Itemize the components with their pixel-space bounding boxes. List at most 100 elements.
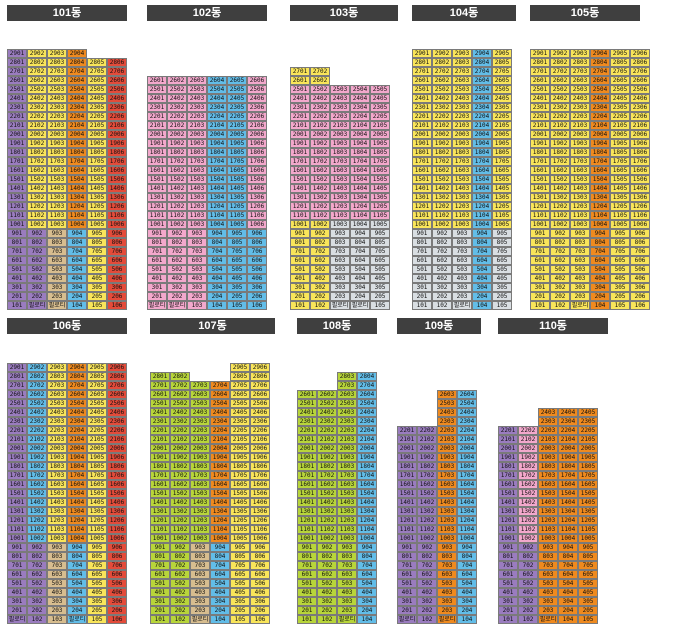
unit-cell[interactable]: 2705 (87, 67, 107, 76)
unit-cell[interactable]: 1403 (190, 498, 210, 507)
unit-cell[interactable]: 901 (7, 229, 27, 238)
unit-cell[interactable]: 1805 (370, 148, 390, 157)
unit-cell[interactable]: 2006 (250, 444, 270, 453)
unit-cell[interactable]: 505 (492, 265, 512, 274)
unit-cell[interactable]: 2405 (230, 408, 250, 417)
unit-cell[interactable]: 1906 (107, 139, 127, 148)
unit-cell[interactable]: 2303 (337, 417, 357, 426)
unit-cell[interactable]: 2903 (47, 363, 67, 372)
unit-cell[interactable]: 1304 (67, 507, 87, 516)
unit-cell[interactable]: 1904 (558, 453, 578, 462)
unit-cell[interactable]: 2401 (7, 408, 27, 417)
unit-cell[interactable]: 303 (570, 283, 590, 292)
unit-cell[interactable]: 2502 (317, 399, 337, 408)
unit-cell[interactable]: 503 (538, 579, 558, 588)
unit-cell[interactable]: 204 (590, 292, 610, 301)
unit-cell[interactable]: 201 (7, 606, 27, 615)
unit-cell[interactable]: 1503 (437, 489, 457, 498)
unit-cell[interactable]: 405 (370, 274, 390, 283)
unit-cell[interactable]: 905 (87, 229, 107, 238)
unit-cell[interactable]: 2602 (27, 390, 47, 399)
unit-cell[interactable]: 303 (437, 597, 457, 606)
unit-cell[interactable]: 1703 (190, 471, 210, 480)
unit-cell[interactable]: 1703 (337, 471, 357, 480)
unit-cell[interactable]: 1901 (147, 139, 167, 148)
unit-cell[interactable]: 504 (472, 265, 492, 274)
unit-cell[interactable]: 904 (457, 543, 477, 552)
unit-cell[interactable]: 1003 (437, 534, 457, 543)
unit-cell[interactable]: 2201 (397, 426, 417, 435)
unit-cell[interactable]: 2405 (370, 94, 390, 103)
unit-cell[interactable]: 1104 (350, 211, 370, 220)
unit-cell[interactable]: 806 (247, 238, 267, 247)
unit-cell[interactable]: 801 (498, 552, 518, 561)
unit-cell[interactable]: 1303 (437, 507, 457, 516)
unit-cell[interactable]: 2701 (7, 381, 27, 390)
unit-cell[interactable]: 2705 (610, 67, 630, 76)
unit-cell[interactable]: 702 (27, 247, 47, 256)
unit-cell[interactable]: 1601 (147, 166, 167, 175)
unit-cell[interactable]: 1105 (610, 211, 630, 220)
unit-cell[interactable]: 1803 (47, 462, 67, 471)
unit-cell[interactable]: 1805 (610, 148, 630, 157)
unit-cell[interactable]: 702 (317, 561, 337, 570)
unit-cell[interactable]: 1606 (250, 480, 270, 489)
unit-cell[interactable]: 1406 (250, 498, 270, 507)
unit-cell[interactable]: 2801 (7, 58, 27, 67)
unit-cell[interactable]: 501 (7, 579, 27, 588)
unit-cell[interactable]: 2006 (107, 444, 127, 453)
unit-cell[interactable]: 1904 (210, 453, 230, 462)
unit-cell[interactable]: 2803 (47, 58, 67, 67)
unit-cell[interactable]: 102 (310, 301, 330, 310)
unit-cell[interactable]: 602 (317, 570, 337, 579)
unit-cell[interactable]: 1801 (290, 148, 310, 157)
unit-cell[interactable]: 1906 (630, 139, 650, 148)
unit-cell[interactable]: 1104 (457, 525, 477, 534)
unit-cell[interactable]: 603 (538, 570, 558, 579)
unit-cell[interactable]: 605 (492, 256, 512, 265)
unit-cell[interactable]: 2902 (27, 49, 47, 58)
unit-cell[interactable]: 603 (337, 570, 357, 579)
unit-cell[interactable]: 404 (590, 274, 610, 283)
unit-cell[interactable]: 2002 (310, 130, 330, 139)
unit-cell[interactable]: 101 (7, 301, 27, 310)
unit-cell[interactable]: 804 (590, 238, 610, 247)
unit-cell[interactable]: 2304 (210, 417, 230, 426)
unit-cell[interactable]: 1405 (87, 184, 107, 193)
unit-cell[interactable]: 305 (610, 283, 630, 292)
unit-cell[interactable]: 304 (357, 597, 377, 606)
unit-cell[interactable]: 1603 (187, 166, 207, 175)
unit-cell[interactable]: 504 (350, 265, 370, 274)
unit-cell[interactable]: 1106 (250, 525, 270, 534)
unit-cell[interactable]: 2602 (310, 76, 330, 85)
unit-cell[interactable]: 2402 (27, 408, 47, 417)
unit-cell[interactable]: 402 (27, 588, 47, 597)
unit-cell[interactable]: 1803 (330, 148, 350, 157)
unit-cell[interactable]: 1304 (350, 193, 370, 202)
unit-cell[interactable]: 2601 (7, 390, 27, 399)
unit-cell[interactable]: 2106 (107, 121, 127, 130)
unit-cell[interactable]: 106 (250, 615, 270, 624)
unit-cell[interactable]: 1103 (190, 525, 210, 534)
unit-cell[interactable]: 1604 (350, 166, 370, 175)
unit-cell[interactable]: 304 (67, 597, 87, 606)
unit-cell[interactable]: 606 (107, 570, 127, 579)
unit-cell[interactable]: 1002 (27, 220, 47, 229)
unit-cell[interactable]: 2603 (187, 76, 207, 85)
unit-cell[interactable]: 필로티 (7, 615, 27, 624)
unit-cell[interactable]: 401 (150, 588, 170, 597)
unit-cell[interactable]: 2802 (27, 58, 47, 67)
unit-cell[interactable]: 804 (457, 552, 477, 561)
unit-cell[interactable]: 1506 (630, 175, 650, 184)
unit-cell[interactable]: 1904 (590, 139, 610, 148)
unit-cell[interactable]: 1806 (107, 148, 127, 157)
unit-cell[interactable]: 905 (492, 229, 512, 238)
unit-cell[interactable]: 2004 (590, 130, 610, 139)
unit-cell[interactable]: 2605 (230, 390, 250, 399)
unit-cell[interactable]: 2401 (150, 408, 170, 417)
unit-cell[interactable]: 701 (498, 561, 518, 570)
unit-cell[interactable]: 2406 (250, 408, 270, 417)
unit-cell[interactable]: 604 (210, 570, 230, 579)
unit-cell[interactable]: 603 (190, 570, 210, 579)
unit-cell[interactable]: 1504 (590, 175, 610, 184)
